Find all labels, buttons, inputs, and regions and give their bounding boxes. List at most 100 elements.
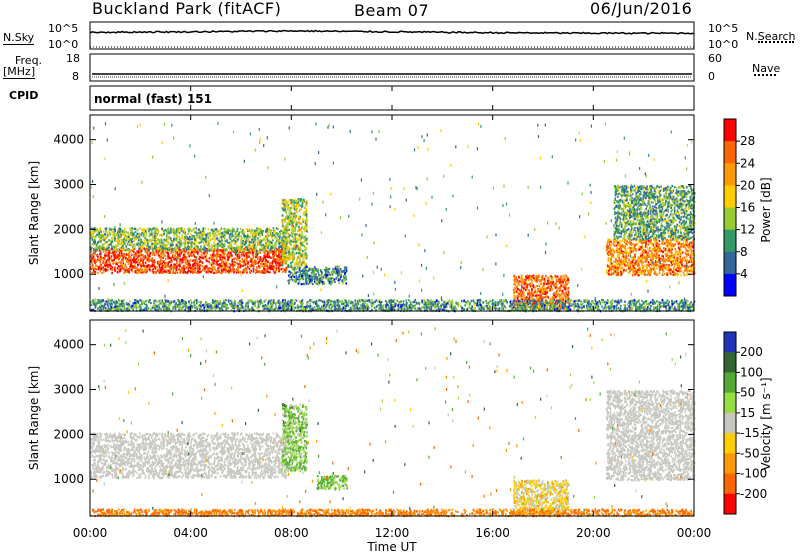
- range-gate-cell: [184, 255, 186, 258]
- range-gate-cell: [137, 258, 139, 261]
- range-gate-cell: [560, 275, 562, 278]
- range-gate-cell: [288, 270, 290, 273]
- range-gate-cell: [116, 256, 118, 259]
- range-gate-cell: [296, 277, 299, 280]
- range-gate-cell: [214, 269, 217, 272]
- range-gate-cell: [92, 257, 94, 260]
- range-gate-cell: [135, 267, 138, 270]
- range-gate-cell: [109, 227, 111, 230]
- range-gate-cell: [167, 242, 170, 245]
- range-gate-cell: [149, 251, 152, 254]
- power-data-layer: [90, 122, 696, 313]
- range-gate-cell: [254, 253, 257, 256]
- range-gate-cell: [273, 250, 276, 253]
- range-gate-cell: [287, 256, 289, 260]
- range-gate-cell: [117, 229, 119, 232]
- range-gate-cell: [270, 230, 273, 234]
- range-gate-cell: [110, 255, 113, 258]
- range-gate-cell: [295, 272, 297, 275]
- range-gate-cell: [156, 227, 158, 230]
- range-gate-cell: [268, 256, 270, 259]
- power-region-1: [90, 227, 288, 252]
- nsearch-label: N.Search: [746, 30, 796, 43]
- range-gate-cell: [161, 271, 164, 274]
- range-gate-cell: [305, 268, 307, 272]
- range-gate-cell: [275, 248, 278, 251]
- range-gate-cell: [245, 268, 248, 271]
- range-gate-cell: [302, 218, 304, 221]
- range-gate-cell: [127, 269, 129, 272]
- range-gate-cell: [264, 261, 267, 265]
- range-gate-cell: [99, 228, 102, 231]
- nsky-line: [89, 29, 695, 35]
- range-gate-cell: [90, 259, 92, 262]
- range-gate-cell: [252, 244, 254, 247]
- range-gate-cell: [157, 238, 159, 241]
- range-gate-cell: [128, 268, 130, 271]
- range-gate-cell: [107, 266, 110, 269]
- range-gate-cell: [125, 258, 127, 261]
- range-gate-cell: [163, 255, 165, 258]
- range-gate-cell: [140, 250, 143, 253]
- range-gate-cell: [150, 264, 152, 268]
- range-gate-cell: [249, 252, 251, 255]
- range-gate-cell: [99, 268, 102, 271]
- range-gate-cell: [297, 282, 300, 285]
- range-gate-cell: [131, 227, 133, 230]
- range-gate-cell: [226, 270, 229, 273]
- range-gate-cell: [518, 283, 520, 286]
- range-gate-cell: [259, 251, 261, 254]
- range-gate-cell: [294, 248, 296, 251]
- range-gate-cell: [188, 239, 190, 243]
- range-gate-cell: [181, 227, 183, 230]
- range-gate-cell: [528, 289, 530, 292]
- range-gate-cell: [253, 265, 255, 268]
- range-gate-cell: [216, 250, 218, 253]
- range-gate-cell: [202, 237, 205, 240]
- range-gate-cell: [541, 285, 544, 288]
- range-gate-cell: [127, 235, 130, 238]
- range-gate-cell: [317, 268, 319, 271]
- range-gate-cell: [250, 249, 252, 252]
- range-gate-cell: [160, 267, 162, 270]
- range-gate-cell: [277, 248, 279, 251]
- range-gate-cell: [124, 265, 126, 268]
- range-gate-cell: [185, 271, 187, 275]
- range-gate-cell: [272, 251, 275, 254]
- range-gate-cell: [272, 227, 275, 230]
- range-gate-cell: [221, 261, 224, 264]
- range-gate-cell: [140, 259, 142, 262]
- range-gate-cell: [195, 227, 197, 230]
- range-gate-cell: [99, 247, 102, 250]
- range-gate-cell: [272, 249, 274, 252]
- range-gate-cell: [110, 265, 112, 268]
- range-gate-cell: [144, 237, 147, 240]
- range-gate-cell: [94, 258, 96, 261]
- range-gate-cell: [176, 248, 178, 251]
- range-gate-cell: [267, 242, 270, 245]
- range-gate-cell: [108, 256, 110, 259]
- range-gate-cell: [187, 267, 190, 270]
- range-gate-cell: [240, 235, 242, 238]
- range-gate-cell: [555, 296, 557, 299]
- range-gate-cell: [133, 254, 135, 257]
- range-gate-cell: [109, 262, 111, 265]
- range-gate-cell: [142, 262, 144, 265]
- range-gate-cell: [107, 243, 110, 246]
- range-gate-cell: [120, 238, 122, 241]
- range-gate-cell: [230, 238, 232, 241]
- range-gate-cell: [222, 252, 224, 255]
- range-gate-cell: [91, 238, 94, 241]
- range-gate-cell: [248, 240, 251, 243]
- range-gate-cell: [203, 243, 206, 247]
- range-gate-cell: [114, 247, 116, 251]
- range-gate-cell: [119, 242, 122, 245]
- range-gate-cell: [118, 250, 120, 253]
- range-gate-cell: [332, 267, 334, 270]
- range-gate-cell: [154, 265, 156, 268]
- range-gate-cell: [105, 251, 107, 254]
- range-gate-cell: [145, 271, 148, 274]
- range-gate-cell: [98, 249, 101, 252]
- range-gate-cell: [200, 240, 203, 244]
- range-gate-cell: [525, 275, 527, 278]
